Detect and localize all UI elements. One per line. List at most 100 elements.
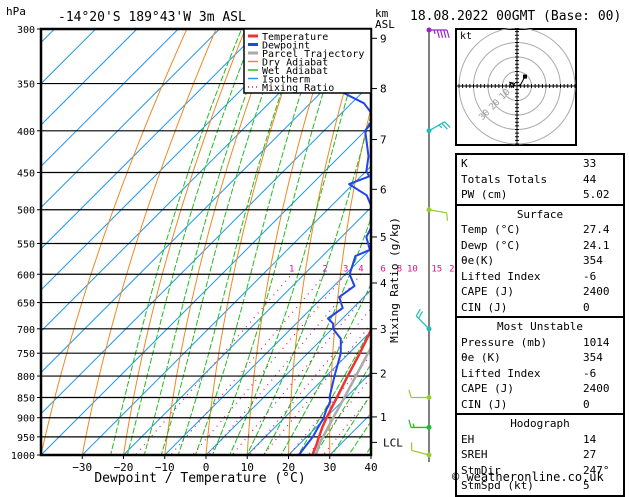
pressure-tick-label: 600 <box>17 270 35 281</box>
index-value: 33 <box>583 157 597 171</box>
pressure-tick-label: 300 <box>17 25 35 36</box>
height-tick-label: 7 <box>380 134 387 147</box>
hodograph-point <box>522 74 527 79</box>
wind-barb-flag <box>446 212 449 221</box>
mixing-ratio-axis-label: Mixing Ratio (g/kg) <box>388 217 401 343</box>
isotherm-line <box>41 29 179 167</box>
wind-barb <box>426 207 449 221</box>
wind-barb-flag <box>408 419 412 428</box>
x-axis-label: Dewpoint / Temperature (°C) <box>94 471 305 486</box>
surface-heading: Surface <box>516 207 564 221</box>
wind-barb <box>411 442 432 458</box>
legend-label: Dry Adiabat <box>262 58 328 69</box>
mu-row: Lifted Index -6 <box>461 366 623 382</box>
wind-barb <box>408 389 432 400</box>
index-value: 24.1 <box>583 238 610 252</box>
wind-barb-flag <box>443 29 447 38</box>
index-key: SREH <box>461 448 488 462</box>
wind-barb-flag <box>441 122 448 130</box>
isotherm-line <box>41 83 371 415</box>
index-key: PW (cm) <box>461 188 508 202</box>
isotherm-line <box>164 248 371 455</box>
legend-label: Wet Adiabat <box>262 66 328 77</box>
wind-barb-flag <box>433 29 436 35</box>
index-value: 2400 <box>583 382 610 396</box>
index-value: 44 <box>583 172 597 186</box>
surface-row: Lifted Index -6 <box>461 269 623 285</box>
mixing-ratio-line <box>288 353 371 455</box>
wind-barb-flag <box>415 308 421 317</box>
pressure-tick-label: 400 <box>17 127 35 138</box>
hodograph-heading: Hodograph <box>510 417 570 430</box>
mixing-ratio-line <box>191 273 347 455</box>
isotherm-line <box>41 29 138 126</box>
most-unstable-block: Most Unstable Pressure (mb) 1014 θe (K) 35… <box>457 316 623 413</box>
wind-barb-shaft <box>411 449 430 456</box>
legend-box <box>243 28 372 94</box>
index-key: Pressure (mb) <box>461 335 548 349</box>
isotherm-line <box>41 29 221 209</box>
wind-barb <box>426 27 450 38</box>
mixing-ratio-label: 10 <box>407 264 418 274</box>
surface-row: θe(K) 354 <box>461 253 623 269</box>
wet-adiabat-line <box>160 29 287 455</box>
mixing-ratio-label: 2 <box>322 264 327 274</box>
surface-row: Temp (°C) 27.4 <box>461 222 623 238</box>
surface-row: CIN (J) 0 <box>461 300 623 316</box>
index-key: K <box>461 157 468 171</box>
wet-adiabat-line <box>229 29 368 455</box>
index-value: -6 <box>583 366 597 380</box>
storm-motion-arrowhead <box>508 81 516 89</box>
index-key: Temp (°C) <box>461 223 521 237</box>
index-key: StmDir <box>461 463 501 477</box>
mixing-ratio-label: 20 <box>449 264 460 274</box>
index-value: -6 <box>583 269 597 283</box>
skew-t-chart: 12346810152025 3003504004505005506006507… <box>11 25 474 486</box>
isotherm-line <box>41 29 97 85</box>
wind-barb <box>415 308 432 332</box>
mixing-ratio-label: 3 <box>343 264 348 274</box>
height-tick-label: 4 <box>380 277 387 290</box>
temperature-tick-label: −20 <box>114 461 134 474</box>
index-value: 5.02 <box>583 188 610 202</box>
mu-row: CIN (J) 0 <box>461 397 623 413</box>
datetime-title: 18.08.2022 00GMT (Base: 00) <box>410 9 622 24</box>
index-key: θe(K) <box>461 254 495 268</box>
wind-barb <box>408 419 432 430</box>
pressure-tick-label: 350 <box>17 80 35 91</box>
index-key: Dewp (°C) <box>461 238 521 252</box>
pressure-tick-label: 950 <box>17 433 35 444</box>
wet-adiabat-line <box>126 29 256 455</box>
height-tick-label: 3 <box>380 323 387 336</box>
temperature-tick-label: 40 <box>364 461 377 474</box>
hodograph-trace <box>516 76 526 87</box>
mixing-ratio-label: 1 <box>289 264 294 274</box>
location-title: -14°20'S 189°43'W 3m ASL <box>58 10 246 25</box>
mu-row: CAPE (J) 2400 <box>461 381 623 397</box>
wind-barb-flag <box>408 389 412 398</box>
pressure-tick-label: 450 <box>17 168 35 179</box>
legend-label: Mixing Ratio <box>262 83 334 94</box>
mu-row: θe (K) 354 <box>461 350 623 366</box>
index-key: CAPE (J) <box>461 382 514 396</box>
wind-barb-flag <box>444 121 451 128</box>
index-key: CIN (J) <box>461 397 508 411</box>
mixing-ratio-line <box>262 323 371 455</box>
height-tick-label: 2 <box>380 367 387 380</box>
index-value: 1014 <box>583 335 610 349</box>
wind-barb-flag <box>418 311 424 319</box>
isotherm-line <box>41 29 262 250</box>
temperature-tick-label: −30 <box>72 461 92 474</box>
hodo-row: StmDir 247° <box>461 463 623 479</box>
height-tick-label: 5 <box>380 231 387 244</box>
isotherm-line <box>122 206 371 455</box>
isotherm-line <box>81 165 371 455</box>
hodograph-unit-label: kt <box>460 31 472 42</box>
mixing-ratio-label: 15 <box>431 264 442 274</box>
height-tick-label: 6 <box>380 183 387 196</box>
isotherm-line <box>246 330 371 455</box>
isotherm-line <box>287 371 371 455</box>
index-value: 247° <box>583 463 610 477</box>
indices-top-block: K 33 Totals Totals 44 PW (cm) 5.02 <box>457 153 623 204</box>
